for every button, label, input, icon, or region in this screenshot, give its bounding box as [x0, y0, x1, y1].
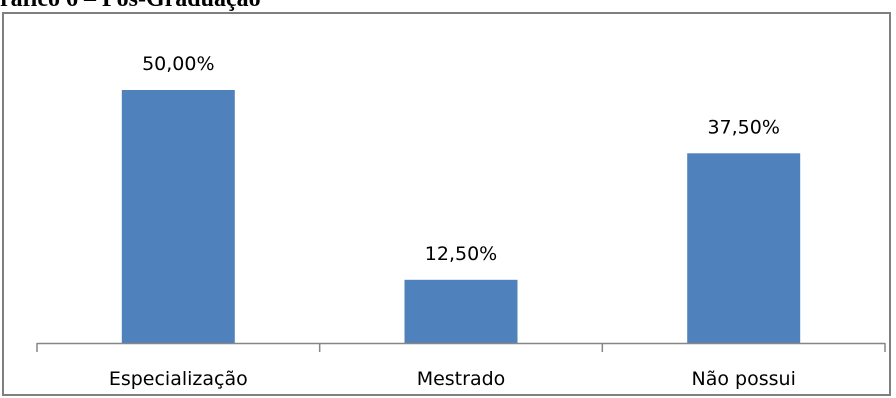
data-label-2: 12,50%: [425, 243, 497, 265]
x-tick-label-2: Mestrado: [417, 368, 506, 390]
data-label-3: 37,50%: [707, 116, 779, 138]
x-tick-label-3: Não possui: [692, 368, 796, 390]
data-label-1: 50,00%: [142, 53, 214, 75]
bar-3: [687, 153, 801, 343]
bar-1: [121, 90, 235, 343]
figure-caption: ráfico 6 – Pós-Graduação: [0, 0, 261, 11]
x-tick-label-1: Especialização: [109, 368, 248, 390]
bar-2: [404, 279, 518, 343]
